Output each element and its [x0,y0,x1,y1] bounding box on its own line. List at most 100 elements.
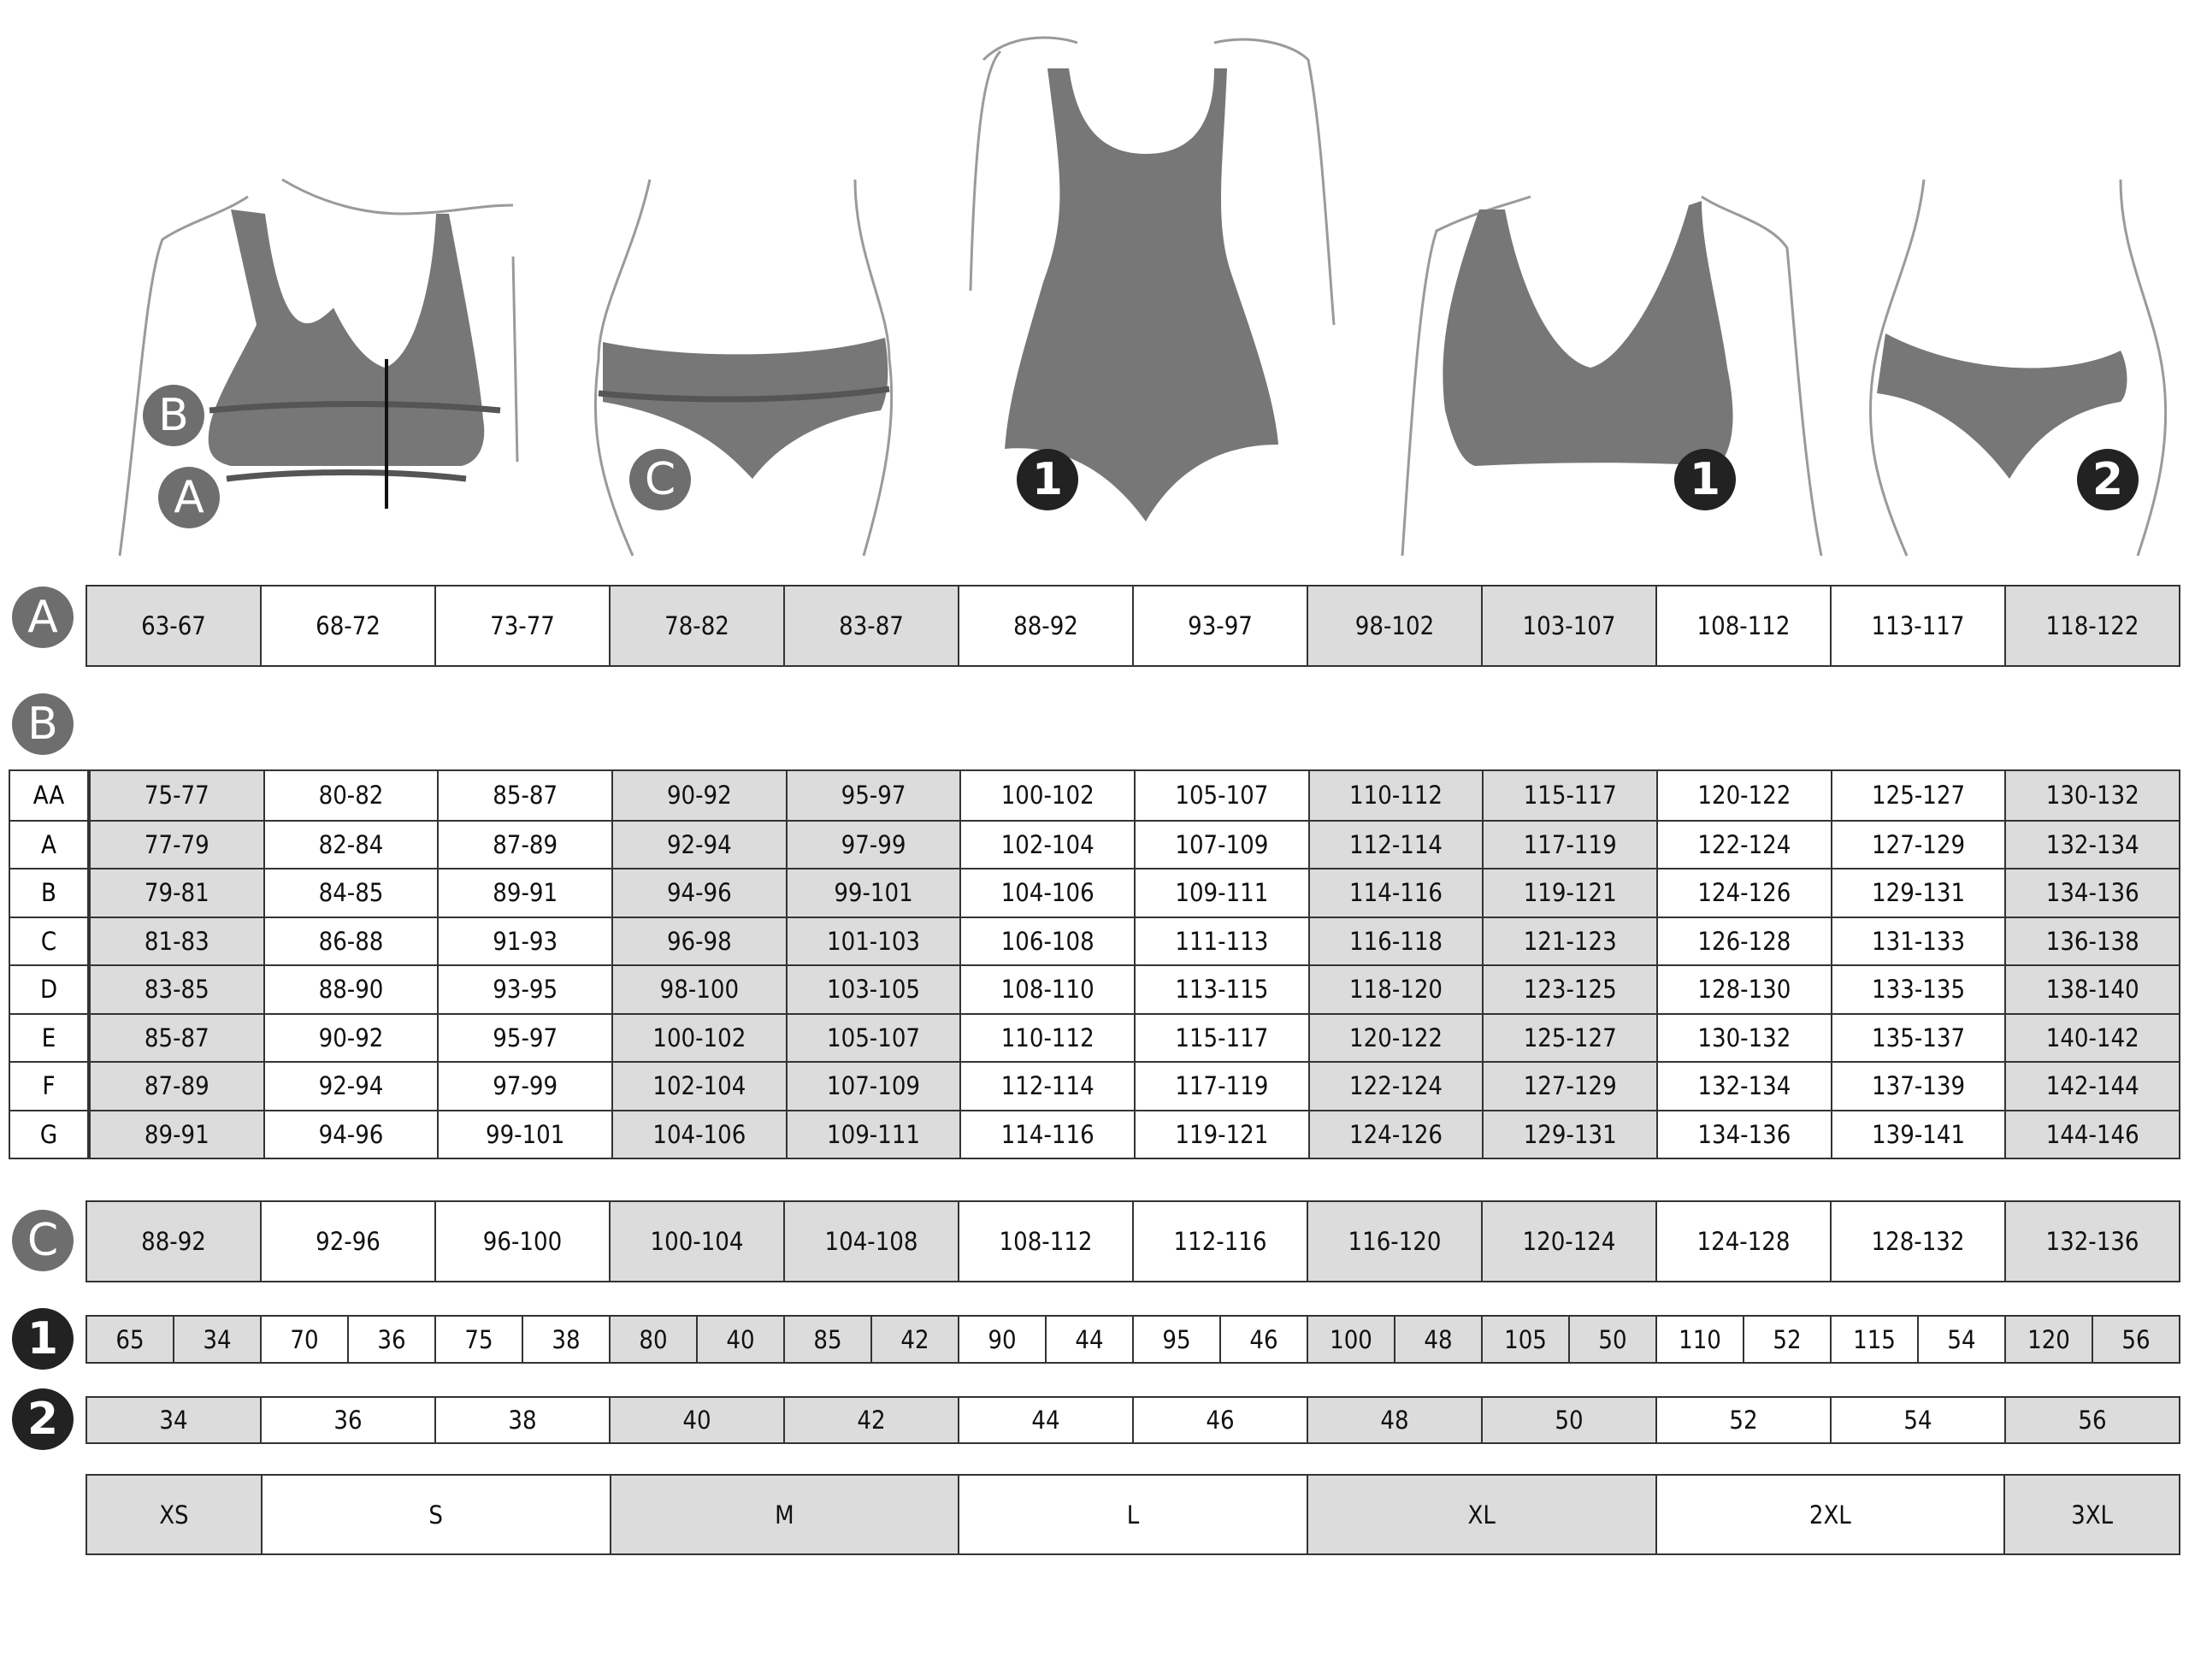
size-row-1: 65 34 70 36 75 38 80 40 85 42 90 44 95 46 100 48 105 50 11… [86,1315,2180,1364]
bust-cell: 105-107 [785,1014,960,1061]
letter-size-row: XS S M L XL 2XL 3XL [86,1474,2180,1555]
section-a-badge: A [12,587,74,648]
bust-cell: 82-84 [263,821,438,868]
size-cell: 93-97 [1132,587,1307,665]
bust-cell: 139-141 [1830,1111,2005,1158]
size-cell: 100 [1307,1317,1394,1362]
size-cell: 78-82 [609,587,783,665]
table-row: AA 75-77 80-82 85-87 90-92 95-97 100-102 105-10… [10,771,2180,820]
bust-cell: 89-91 [437,869,611,917]
badge-1-icon: 1 [1017,449,1078,510]
cup-label: G [10,1111,89,1158]
bust-cell: 90-92 [263,1014,438,1061]
size-cell: 115 [1830,1317,1917,1362]
bust-cell: 124-126 [1307,1111,1483,1158]
table-row: D 83-85 88-90 93-95 98-100 103-105 108-110 113-… [10,964,2180,1013]
cup-label: AA [10,771,89,820]
brief-c-shape [603,338,888,479]
bust-cell: 109-111 [1134,869,1308,917]
table-row: G 89-91 94-96 99-101 104-106 109-111 114-116 11… [10,1109,2180,1158]
bust-cell: 87-89 [89,1063,263,1110]
size-cell: 88-92 [87,1202,260,1281]
bust-cell: 87-89 [437,821,611,868]
size-cell: 52 [1655,1398,1830,1442]
size-cell: 85 [783,1317,870,1362]
bust-cell: 105-107 [1134,771,1308,820]
table-row: F 87-89 92-94 97-99 102-104 107-109 112-114 117… [10,1061,2180,1110]
size-cell: 116-120 [1307,1202,1481,1281]
size-label-cell: XS [87,1476,261,1553]
size-cell: 113-117 [1830,587,2004,665]
size-cell: 52 [1743,1317,1830,1362]
bust-cell: 98-100 [611,966,786,1013]
bust-cell: 88-90 [263,966,438,1013]
bust-cell: 90-92 [611,771,786,820]
bust-cell: 120-122 [1656,771,1831,820]
bust-table-b: AA 75-77 80-82 85-87 90-92 95-97 100-102 105-10… [9,769,2180,1159]
bust-cell: 104-106 [611,1111,786,1158]
torso-outline-body [969,36,1336,326]
bust-cell: 91-93 [437,917,611,964]
bust-cell: 102-104 [611,1063,786,1110]
size-cell: 120-124 [1481,1202,1655,1281]
bust-cell: 132-134 [2004,821,2180,868]
badge-c-icon: C [629,449,691,510]
bust-cell: 137-139 [1830,1063,2005,1110]
bust-cell: 85-87 [437,771,611,820]
underbust-row-a: 63-67 68-72 73-77 78-82 83-87 88-92 93-97 98-10… [86,585,2180,667]
bust-cell: 100-102 [611,1014,786,1061]
badge-1-icon: 1 [1674,449,1736,510]
bust-cell: 81-83 [89,917,263,964]
size-cell: 42 [870,1317,958,1362]
brief-2-shape [1877,333,2127,479]
size-cell: 46 [1132,1398,1307,1442]
bust-cell: 122-124 [1656,821,1831,868]
bust-cell: 77-79 [89,821,263,868]
bust-cell: 135-137 [1830,1014,2005,1061]
size-cell: 34 [173,1317,260,1362]
bust-cell: 131-133 [1830,917,2005,964]
table-row: A 77-79 82-84 87-89 92-94 97-99 102-104 107-109… [10,819,2180,868]
size-cell: 95 [1132,1317,1219,1362]
bust-cell: 100-102 [959,771,1134,820]
size-cell: 108-112 [958,1202,1132,1281]
size-cell: 34 [87,1398,260,1442]
bust-cell: 128-130 [1656,966,1831,1013]
table-row: E 85-87 90-92 95-97 100-102 105-107 110-112 115… [10,1012,2180,1061]
size-cell: 110 [1655,1317,1743,1362]
size-cell: 38 [434,1398,609,1442]
bust-cell: 144-146 [2004,1111,2180,1158]
bust-cell: 115-117 [1134,1014,1308,1061]
bust-cell: 83-85 [89,966,263,1013]
size-cell: 48 [1307,1398,1481,1442]
bust-cell: 132-134 [1656,1063,1831,1110]
size-cell: 104-108 [783,1202,958,1281]
bust-cell: 119-121 [1482,869,1657,917]
section-1-badge: 1 [12,1308,74,1370]
size-cell: 75 [434,1317,522,1362]
badge-b-icon: B [143,385,204,446]
bust-cell: 117-119 [1482,821,1657,868]
torso-outline-brief [593,179,894,557]
bust-cell: 106-108 [959,917,1134,964]
size-cell: 103-107 [1481,587,1655,665]
bust-cell: 107-109 [785,1063,960,1110]
bust-cell: 140-142 [2004,1014,2180,1061]
bust-cell: 124-126 [1656,869,1831,917]
bust-cell: 113-115 [1134,966,1308,1013]
bust-cell: 75-77 [89,771,263,820]
size-cell: 100-104 [609,1202,783,1281]
size-cell: 105 [1481,1317,1568,1362]
size-cell: 44 [958,1398,1132,1442]
bust-cell: 92-94 [263,1063,438,1110]
bust-cell: 130-132 [1656,1014,1831,1061]
size-cell: 112-116 [1132,1202,1307,1281]
bust-cell: 92-94 [611,821,786,868]
size-label-cell: M [609,1476,959,1553]
bust-cell: 116-118 [1307,917,1483,964]
bust-cell: 133-135 [1830,966,2005,1013]
bust-cell: 101-103 [785,917,960,964]
bust-cell: 95-97 [785,771,960,820]
size-cell: 36 [260,1398,434,1442]
bust-cell: 123-125 [1482,966,1657,1013]
